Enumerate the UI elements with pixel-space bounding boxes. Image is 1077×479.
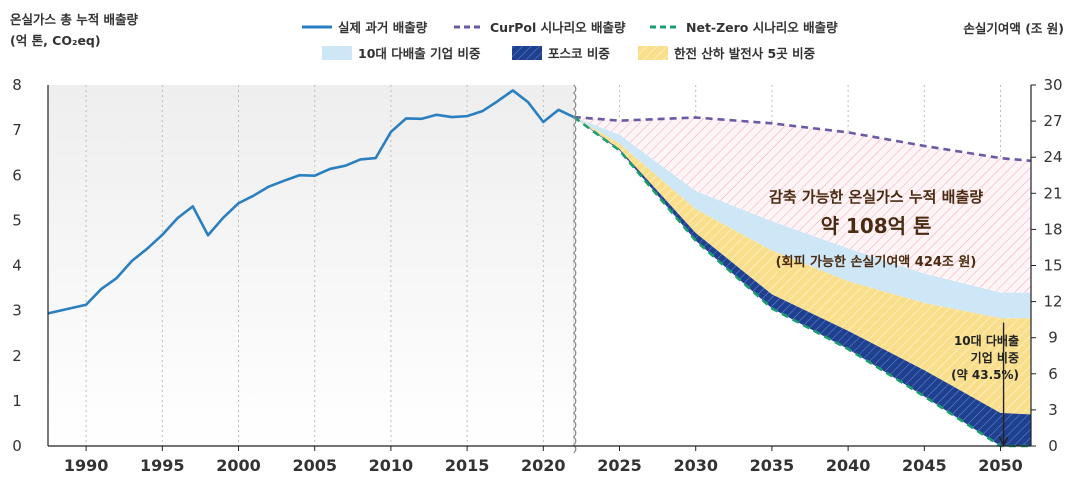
x-tick-label: 2015 <box>445 456 490 475</box>
ten-emitters-share-line2: 기업 비중 <box>971 350 1019 365</box>
legend-label: 10대 다배출 기업 비중 <box>358 46 481 61</box>
y-left-tick-label: 5 <box>12 211 22 229</box>
y-left-tick-label: 6 <box>12 166 22 184</box>
scenario-areas <box>573 117 1032 446</box>
y-left-tick-label: 1 <box>12 392 22 410</box>
legend-swatch <box>322 46 352 60</box>
x-tick-label: 2025 <box>597 456 642 475</box>
y-left-tick-label: 4 <box>12 257 22 275</box>
y-right-tick-label: 30 <box>1043 76 1062 94</box>
y-left-tick-label: 7 <box>12 121 22 139</box>
legend-label: CurPol 시나리오 배출량 <box>490 20 626 35</box>
ten-emitters-share-line1: 10대 다배출 <box>954 333 1019 348</box>
reducible-emissions-title: 감축 가능한 온실가스 누적 배출량 <box>769 188 983 206</box>
below-netzero <box>573 117 1031 446</box>
y-right-tick-label: 15 <box>1043 257 1062 275</box>
x-tick-label: 2000 <box>216 456 261 475</box>
legend-item: 한전 산하 발전사 5곳 비중 <box>638 46 816 61</box>
axes: 1990 1995 2000 2005 2010 2015 2020 2025 2030 2035… <box>12 76 1062 475</box>
y-right-tick-label: 24 <box>1043 148 1062 166</box>
legend-item: CurPol 시나리오 배출량 <box>454 20 626 35</box>
y-left-tick-label: 8 <box>12 76 22 94</box>
y-right-tick-label: 21 <box>1043 184 1062 202</box>
annotations: 감축 가능한 온실가스 누적 배출량 약 108억 톤 (회피 가능한 손실기여… <box>769 188 1019 382</box>
reducible-area <box>573 117 1031 293</box>
y-right-tick-label: 12 <box>1043 293 1062 311</box>
emission-lines <box>47 89 1032 448</box>
legend-item: 포스코 비중 <box>512 46 610 61</box>
y-right-tick-label: 27 <box>1043 112 1062 130</box>
kepco-gencos-area <box>573 117 1031 415</box>
share-arrowhead <box>998 436 1009 447</box>
netzero-line <box>573 115 1031 448</box>
legend-item: Net-Zero 시나리오 배출량 <box>650 20 838 35</box>
x-tick-label: 2035 <box>750 456 795 475</box>
legend-swatch <box>512 46 542 60</box>
history-background <box>48 85 574 446</box>
ten-emitters-area <box>573 117 1031 319</box>
y-right-tick-label: 0 <box>1048 437 1058 455</box>
ten-emitters-share-line3: (약 43.5%) <box>951 367 1019 382</box>
x-tick-label: 2045 <box>902 456 947 475</box>
y-left-axis-label: 온실가스 총 누적 배출량 <box>10 12 139 27</box>
x-tick-label: 2030 <box>673 456 718 475</box>
x-tick-label: 2010 <box>369 456 414 475</box>
x-tick-label: 2040 <box>826 456 871 475</box>
reducible-emissions-value: 약 108억 톤 <box>821 214 932 238</box>
legend-label: 실제 과거 배출량 <box>338 20 428 35</box>
plot-background <box>48 85 574 446</box>
y-left-tick-label: 2 <box>12 347 22 365</box>
x-tick-label: 2020 <box>521 456 566 475</box>
x-tick-label: 2005 <box>292 456 337 475</box>
y-right-tick-label: 18 <box>1043 220 1062 238</box>
historical-line <box>47 89 575 315</box>
y-right-axis-label: 손실기여액 (조 원) <box>963 21 1064 36</box>
legend-label: 한전 산하 발전사 5곳 비중 <box>674 46 816 61</box>
legend: 실제 과거 배출량 CurPol 시나리오 배출량 Net-Zero 시나리오 배출… <box>302 20 838 61</box>
x-tick-label: 1990 <box>64 456 109 475</box>
x-tick-label: 2050 <box>978 456 1023 475</box>
legend-item: 10대 다배출 기업 비중 <box>322 46 481 61</box>
legend-label: 포스코 비중 <box>548 46 610 61</box>
legend-label: Net-Zero 시나리오 배출량 <box>686 20 838 35</box>
y-left-tick-label: 3 <box>12 302 22 320</box>
legend-item: 실제 과거 배출량 <box>302 20 428 35</box>
y-left-axis-unit: (억 톤, CO₂eq) <box>10 33 101 48</box>
x-tick-label: 1995 <box>140 456 185 475</box>
avoidable-loss-note: (회피 가능한 손실기여액 424조 원) <box>776 254 977 270</box>
y-left-tick-label: 0 <box>12 437 22 455</box>
legend-swatch <box>638 46 668 60</box>
y-right-tick-label: 6 <box>1048 365 1058 383</box>
break-separator <box>572 84 577 454</box>
y-right-tick-label: 9 <box>1048 329 1058 347</box>
y-right-tick-label: 3 <box>1048 401 1058 419</box>
